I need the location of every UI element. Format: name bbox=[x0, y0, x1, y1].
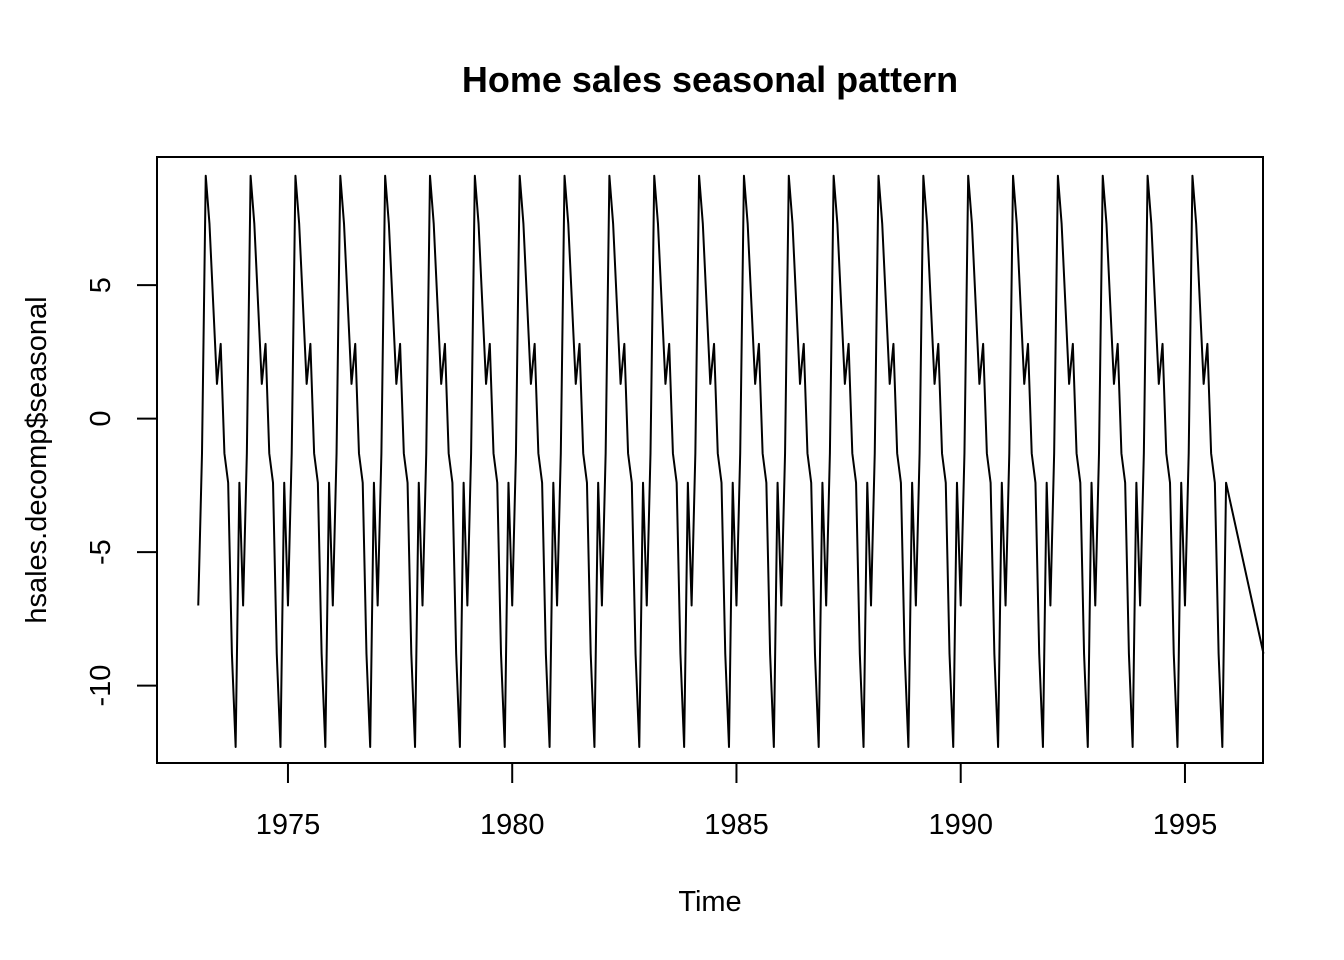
y-tick-label: -10 bbox=[85, 665, 117, 707]
y-tick-label: -5 bbox=[85, 539, 117, 565]
x-tick-label: 1980 bbox=[480, 809, 545, 841]
y-tick-label: 0 bbox=[85, 411, 117, 427]
x-tick-label: 1985 bbox=[704, 809, 769, 841]
y-axis-label: hsales.decomp$seasonal bbox=[21, 296, 53, 623]
x-axis: 1975 1980 1985 1990 1995 bbox=[256, 762, 1218, 841]
x-axis-label: Time bbox=[678, 886, 741, 918]
chart-title: Home sales seasonal pattern bbox=[462, 59, 958, 100]
y-tick-label: 5 bbox=[85, 277, 117, 293]
x-tick-label: 1990 bbox=[928, 809, 993, 841]
x-tick-label: 1995 bbox=[1153, 809, 1218, 841]
series-line bbox=[197, 174, 1265, 748]
x-tick-label: 1975 bbox=[256, 809, 321, 841]
series-layer bbox=[197, 174, 1265, 748]
y-axis: -10 -5 0 5 bbox=[85, 277, 158, 707]
